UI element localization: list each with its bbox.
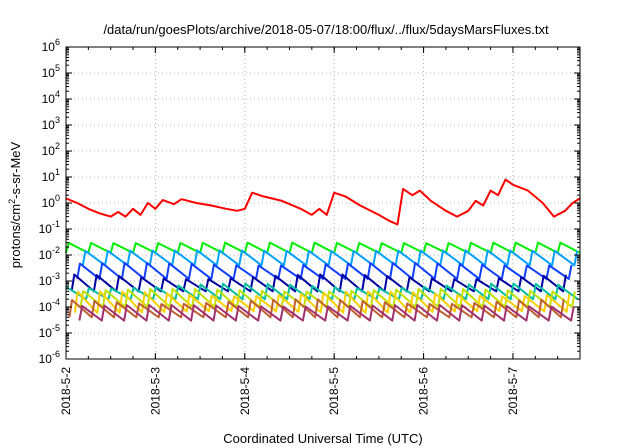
y-tick-label: 10-2 xyxy=(39,245,60,262)
grid-lines xyxy=(66,47,580,359)
x-tick-label: 2018-5-7 xyxy=(506,367,520,415)
series-layer xyxy=(65,178,581,322)
x-tick-label: 2018-5-4 xyxy=(238,367,252,415)
chart-title: /data/run/goesPlots/archive/2018-05-07/1… xyxy=(103,22,549,37)
series-line xyxy=(81,249,579,267)
y-tick-label: 104 xyxy=(42,89,60,106)
series-line xyxy=(70,273,567,293)
y-tick-label: 10-4 xyxy=(39,297,60,314)
y-tick-label: 102 xyxy=(42,141,60,158)
y-tick-label: 105 xyxy=(42,63,60,80)
y-tick-label: 10-1 xyxy=(39,219,60,236)
x-tick-label: 2018-5-3 xyxy=(148,367,162,415)
tick-marks xyxy=(65,46,581,360)
y-tick-label: 101 xyxy=(42,167,60,184)
x-tick-label: 2018-5-2 xyxy=(59,367,73,415)
y-tick-label: 10-6 xyxy=(39,349,60,366)
series-line xyxy=(65,241,581,254)
y-tick-label: 100 xyxy=(42,193,60,210)
y-tick-label: 10-5 xyxy=(39,323,60,340)
series-line xyxy=(65,178,581,226)
series-line xyxy=(78,304,575,322)
x-tick-label: 2018-5-5 xyxy=(327,367,341,415)
y-tick-labels: 10-6 10-5 10-4 10-3 10-2 10-1 100 101 102 103 104 1… xyxy=(39,37,60,366)
y-tick-label: 103 xyxy=(42,115,60,132)
series-line xyxy=(76,261,573,280)
series-line xyxy=(79,287,576,308)
y-tick-label: 10-3 xyxy=(39,271,60,288)
y-axis-title: protons/cm2-s-sr-MeV xyxy=(7,141,23,268)
y-tick-label: 106 xyxy=(42,37,60,54)
x-tick-labels: 2018-5-2 2018-5-3 2018-5-4 2018-5-5 2018-5-6… xyxy=(59,367,520,415)
x-tick-label: 2018-5-6 xyxy=(417,367,431,415)
x-axis-title: Coordinated Universal Time (UTC) xyxy=(223,431,422,446)
